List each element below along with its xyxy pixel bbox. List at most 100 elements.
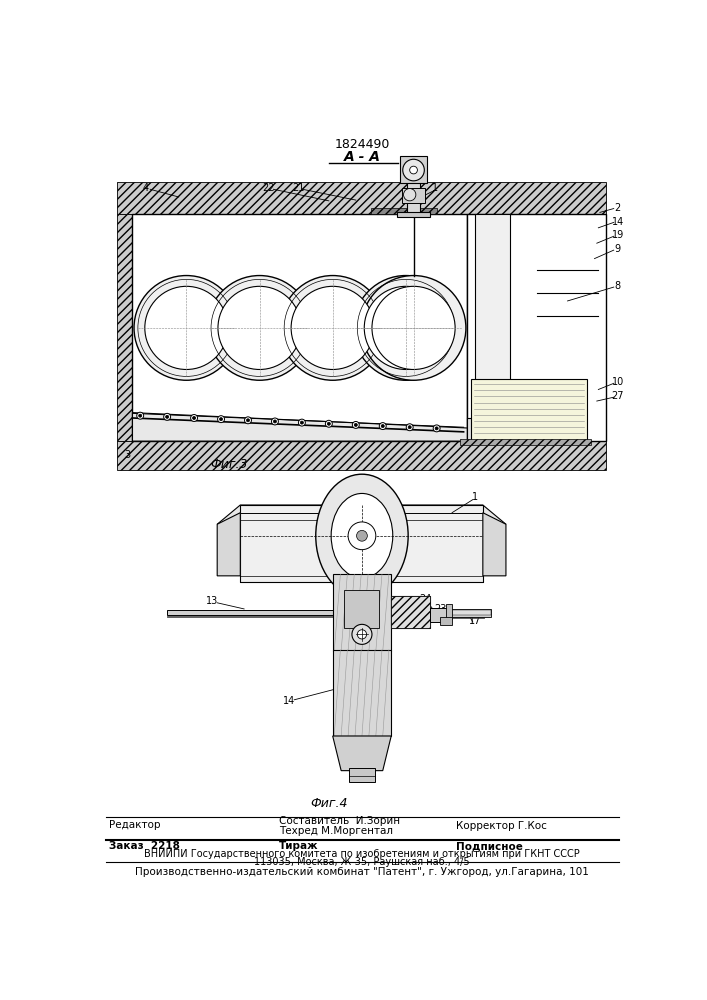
- Text: 1: 1: [358, 480, 366, 490]
- Circle shape: [352, 624, 372, 644]
- Text: 17: 17: [469, 615, 481, 626]
- Bar: [460, 439, 590, 445]
- Circle shape: [354, 423, 357, 426]
- Circle shape: [403, 159, 424, 181]
- Bar: [475, 214, 510, 428]
- Circle shape: [357, 630, 366, 639]
- Circle shape: [145, 286, 228, 369]
- Bar: [333, 574, 391, 651]
- Bar: [167, 610, 360, 615]
- Circle shape: [379, 423, 386, 430]
- Bar: [349, 768, 375, 782]
- Text: Составитель  И.Зорин: Составитель И.Зорин: [279, 816, 400, 826]
- Circle shape: [409, 166, 417, 174]
- Circle shape: [218, 416, 225, 423]
- Text: 19: 19: [612, 231, 624, 240]
- Bar: [351, 574, 373, 586]
- Polygon shape: [333, 736, 391, 771]
- Text: 3: 3: [124, 450, 130, 460]
- Ellipse shape: [331, 493, 393, 578]
- Circle shape: [247, 419, 250, 422]
- Circle shape: [300, 421, 303, 424]
- Bar: [467, 214, 606, 441]
- Bar: [167, 616, 360, 617]
- Text: 1: 1: [432, 183, 438, 193]
- Circle shape: [325, 420, 332, 427]
- Bar: [344, 590, 379, 628]
- Circle shape: [207, 276, 312, 380]
- Text: 21: 21: [292, 183, 304, 193]
- Circle shape: [136, 412, 144, 419]
- Bar: [467, 418, 529, 441]
- Bar: [440, 617, 452, 625]
- Bar: [132, 214, 467, 441]
- Bar: [449, 610, 491, 615]
- Circle shape: [364, 286, 448, 369]
- Circle shape: [219, 418, 223, 421]
- Circle shape: [356, 530, 368, 541]
- Circle shape: [134, 276, 239, 380]
- Circle shape: [281, 276, 385, 380]
- Circle shape: [354, 276, 458, 380]
- Bar: [391, 596, 430, 628]
- Text: 1: 1: [472, 492, 478, 502]
- Bar: [472, 379, 587, 441]
- Bar: [399, 156, 428, 183]
- Bar: [240, 505, 483, 582]
- Circle shape: [274, 420, 276, 423]
- Text: Тираж: Тираж: [279, 841, 318, 851]
- Circle shape: [271, 418, 279, 425]
- Polygon shape: [217, 505, 506, 524]
- Circle shape: [298, 419, 305, 426]
- Bar: [391, 596, 430, 628]
- Circle shape: [372, 286, 455, 369]
- Circle shape: [218, 286, 301, 369]
- Circle shape: [361, 276, 466, 380]
- Bar: [371, 208, 437, 214]
- Text: 13: 13: [206, 596, 218, 606]
- Circle shape: [165, 415, 169, 418]
- Text: 4: 4: [143, 183, 148, 193]
- Text: 2: 2: [614, 203, 621, 213]
- Text: Производственно-издательский комбинат "Патент", г. Ужгород, ул.Гагарина, 101: Производственно-издательский комбинат "П…: [135, 867, 589, 877]
- Circle shape: [291, 286, 374, 369]
- Bar: [402, 188, 425, 203]
- Circle shape: [245, 417, 252, 424]
- Bar: [397, 212, 431, 217]
- Bar: [117, 182, 606, 214]
- Text: A - A: A - A: [344, 150, 380, 164]
- Text: Заказ  2218: Заказ 2218: [110, 841, 180, 851]
- Bar: [446, 604, 452, 619]
- Bar: [449, 609, 491, 617]
- Circle shape: [408, 426, 411, 429]
- Text: 8: 8: [614, 281, 621, 291]
- Circle shape: [352, 421, 359, 428]
- Bar: [391, 610, 484, 616]
- Circle shape: [435, 427, 438, 430]
- Text: Редактор: Редактор: [110, 820, 161, 830]
- Text: 24: 24: [419, 594, 431, 604]
- Text: 14: 14: [612, 217, 624, 227]
- Polygon shape: [132, 413, 467, 441]
- Text: 25: 25: [361, 771, 373, 781]
- Text: 14: 14: [283, 696, 295, 706]
- Circle shape: [191, 415, 197, 421]
- Text: Техред М.Моргентал: Техред М.Моргентал: [279, 826, 393, 836]
- Circle shape: [164, 413, 170, 420]
- Circle shape: [139, 414, 141, 417]
- Bar: [117, 441, 606, 470]
- Polygon shape: [483, 513, 506, 576]
- Text: Корректор Г.Кос: Корректор Г.Кос: [456, 821, 547, 831]
- Circle shape: [348, 522, 376, 550]
- Text: Подписное: Подписное: [456, 841, 522, 851]
- Text: 27: 27: [612, 391, 624, 401]
- Circle shape: [327, 422, 330, 425]
- Circle shape: [192, 416, 196, 420]
- Ellipse shape: [316, 474, 408, 597]
- Bar: [407, 168, 420, 214]
- Bar: [117, 214, 132, 441]
- Bar: [467, 214, 606, 441]
- Circle shape: [433, 425, 440, 432]
- Text: ВНИИПИ Государственного комитета по изобретениям и открытиям при ГКНТ СССР: ВНИИПИ Государственного комитета по изоб…: [144, 849, 580, 859]
- Text: 10: 10: [612, 377, 624, 387]
